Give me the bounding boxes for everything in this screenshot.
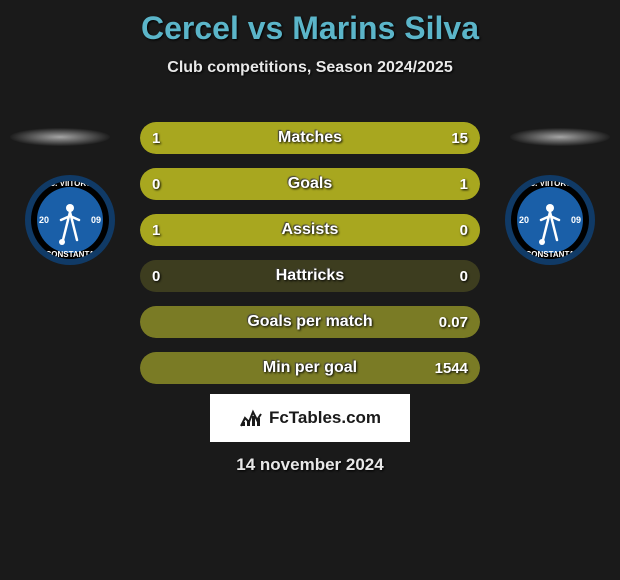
date-text: 14 november 2024 — [0, 455, 620, 475]
shadow-ellipse-left — [10, 128, 110, 146]
club-badge-right: F.C. VIITORUL 20 09 CONSTANTA — [500, 175, 600, 265]
stat-row: Goals per match 0.07 — [140, 306, 480, 338]
stat-value-left: 1 — [152, 130, 160, 147]
chart-icon — [239, 408, 263, 428]
badge-year-right: 09 — [571, 215, 581, 225]
badge-inner: 20 09 — [37, 187, 103, 253]
stats-panel: 1 Matches 15 0 Goals 1 1 Assists 0 0 Hattricks 0 Goa… — [140, 122, 480, 398]
badge-circle: F.C. VIITORUL 20 09 CONSTANTA — [25, 175, 115, 265]
badge-name-bot: CONSTANTA — [511, 250, 589, 259]
infographic-container: Cercel vs Marins Silva Club competitions… — [0, 0, 620, 580]
club-badge-left: F.C. VIITORUL 20 09 CONSTANTA — [20, 175, 120, 265]
stat-value-right: 1 — [460, 176, 468, 193]
stat-value-left: 1 — [152, 222, 160, 239]
stat-value-right: 1544 — [435, 360, 468, 377]
fctables-logo[interactable]: FcTables.com — [210, 394, 410, 442]
stat-value-left: 0 — [152, 176, 160, 193]
stat-value-right: 0 — [460, 222, 468, 239]
stat-label: Min per goal — [263, 359, 357, 377]
subtitle: Club competitions, Season 2024/2025 — [0, 59, 620, 77]
logo-text: FcTables.com — [269, 408, 381, 428]
player-figure-icon — [53, 202, 87, 246]
stat-label: Goals — [288, 175, 332, 193]
stat-row: Min per goal 1544 — [140, 352, 480, 384]
stat-label: Hattricks — [276, 267, 344, 285]
stat-value-right: 0 — [460, 268, 468, 285]
stat-row: 1 Matches 15 — [140, 122, 480, 154]
stat-label: Goals per match — [247, 313, 372, 331]
player-figure-icon — [533, 202, 567, 246]
badge-circle: F.C. VIITORUL 20 09 CONSTANTA — [505, 175, 595, 265]
badge-year-left: 20 — [39, 215, 49, 225]
stat-row: 0 Goals 1 — [140, 168, 480, 200]
stat-value-right: 0.07 — [439, 314, 468, 331]
shadow-ellipse-right — [510, 128, 610, 146]
badge-name-bot: CONSTANTA — [31, 250, 109, 259]
stat-label: Matches — [278, 129, 342, 147]
stat-row: 1 Assists 0 — [140, 214, 480, 246]
badge-year-left: 20 — [519, 215, 529, 225]
stat-value-right: 15 — [451, 130, 468, 147]
stat-value-left: 0 — [152, 268, 160, 285]
page-title: Cercel vs Marins Silva — [0, 0, 620, 47]
stat-row: 0 Hattricks 0 — [140, 260, 480, 292]
badge-year-right: 09 — [91, 215, 101, 225]
badge-inner: 20 09 — [517, 187, 583, 253]
stat-label: Assists — [282, 221, 339, 239]
